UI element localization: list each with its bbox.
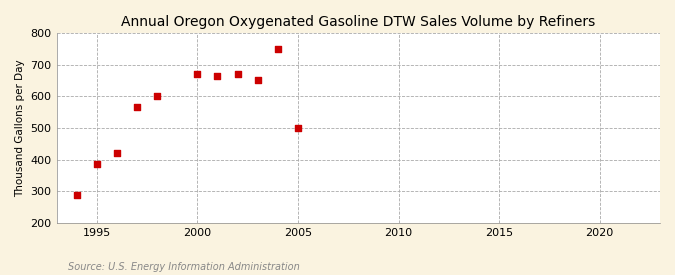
Point	[273, 46, 284, 51]
Point	[111, 151, 122, 156]
Point	[152, 94, 163, 98]
Point	[192, 72, 202, 76]
Point	[292, 126, 303, 130]
Point	[91, 162, 102, 167]
Y-axis label: Thousand Gallons per Day: Thousand Gallons per Day	[15, 59, 25, 197]
Text: Source: U.S. Energy Information Administration: Source: U.S. Energy Information Administ…	[68, 262, 299, 272]
Title: Annual Oregon Oxygenated Gasoline DTW Sales Volume by Refiners: Annual Oregon Oxygenated Gasoline DTW Sa…	[121, 15, 595, 29]
Point	[212, 73, 223, 78]
Point	[132, 105, 142, 110]
Point	[252, 78, 263, 83]
Point	[72, 192, 82, 197]
Point	[232, 72, 243, 76]
